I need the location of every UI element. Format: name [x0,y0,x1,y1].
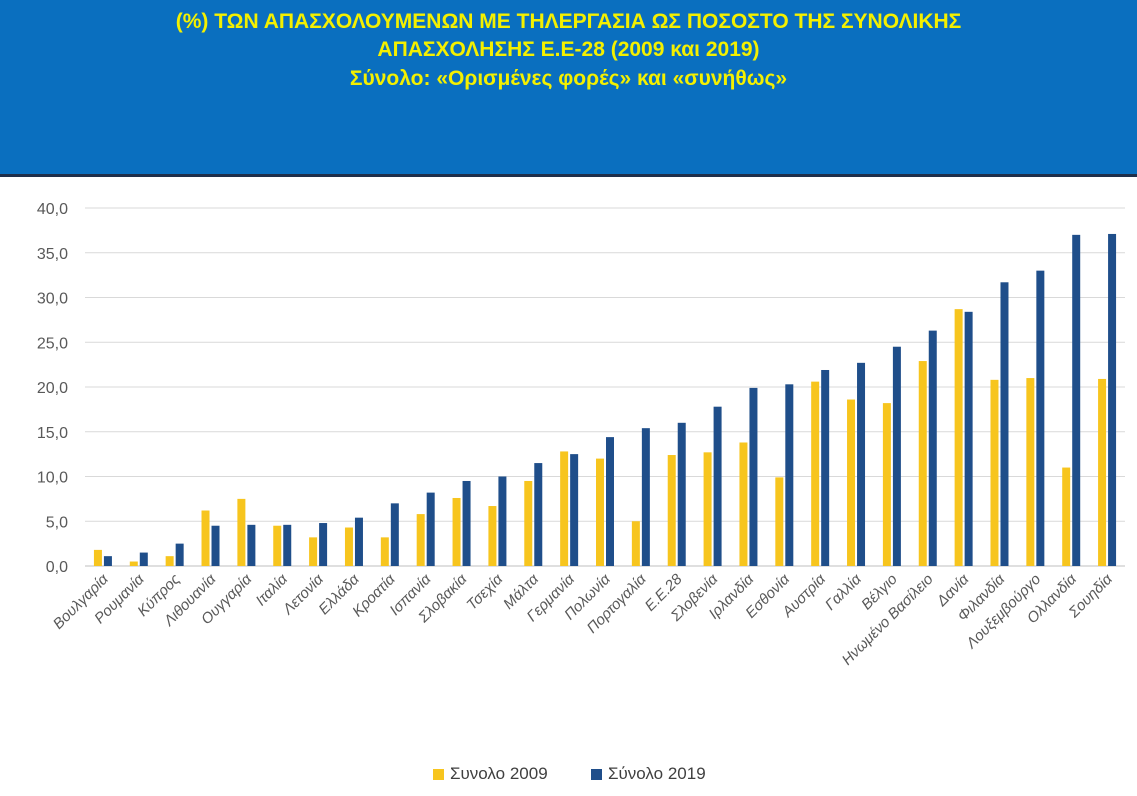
y-tick-label: 15,0 [37,425,68,442]
bar-2019 [964,311,973,566]
bar-2019 [426,492,435,566]
bar-2009 [918,361,927,566]
bar-2019 [1072,234,1081,566]
bar-2019 [857,362,866,566]
bar-2009 [488,506,497,566]
bar-2019 [677,422,686,566]
banner-divider [0,174,1137,177]
y-tick-label: 35,0 [37,246,68,263]
y-tick-label: 25,0 [37,335,68,352]
bar-2019 [390,503,399,566]
bar-2009 [1098,378,1107,566]
chart-title-line-2: ΑΠΑΣΧΟΛΗΣΗΣ Ε.Ε-28 (2009 και 2019) [377,38,760,61]
bar-2009 [739,442,748,566]
bar-2009 [129,561,138,566]
chart-subtitle: Σύνολο: «Ορισμένες φορές» και «συνήθως» [349,67,788,90]
bar-2009 [811,381,820,566]
chart-area: 0,0 5,0 10,0 15,0 20,0 25,0 30,0 35,0 40,0 Βουλγα… [0,180,1137,796]
bar-2019 [211,525,220,566]
bar-2009 [954,309,963,566]
bar-2009 [847,399,856,566]
bar-2019 [283,524,292,566]
bar-2019 [749,387,758,566]
bar-2009 [237,498,246,566]
bar-2019 [1108,233,1117,566]
legend-item-2009: Συνολο 2009 [433,764,548,784]
bar-2009 [703,452,712,566]
bar-2009 [1062,467,1071,566]
bar-2019 [641,428,650,566]
y-tick-label: 20,0 [37,380,68,397]
legend-item-2019: Σύνολο 2019 [591,764,706,784]
y-tick-label: 40,0 [37,201,68,218]
bar-2009 [560,451,569,566]
bar-2009 [667,455,676,566]
bar-2009 [631,521,640,566]
legend-label-2009: Συνολο 2009 [450,764,548,783]
bar-2009 [990,379,999,566]
bar-2009 [452,497,461,566]
bar-2009 [775,477,784,566]
bar-2019 [498,476,507,566]
bar-2019 [462,480,471,566]
bar-2009 [93,549,102,566]
bar-2009 [201,510,210,566]
bar-2019 [713,406,722,566]
bar-2019 [103,556,112,566]
legend-swatch-2009 [433,768,444,780]
bar-2009 [165,556,174,566]
bar-2019 [785,384,794,566]
bar-2019 [354,517,363,566]
bar-2009 [416,514,425,566]
bar-2019 [175,543,184,566]
x-tick-label: Τσεχία [463,570,506,613]
bar-2009 [882,403,891,566]
x-tick-label: Γαλλία [822,570,865,613]
bar-2009 [596,458,604,566]
bar-2019 [570,454,579,566]
bar-2019 [928,330,937,566]
bar-2019 [139,552,148,566]
bar-2009 [380,537,389,566]
bar-2019 [821,369,830,566]
bar-2019 [892,346,901,566]
bar-2009 [309,537,318,566]
bar-2009 [524,480,533,566]
bar-chart: 0,05,010,015,020,025,030,035,040,0Βουλγα… [37,201,1125,669]
title-banner [0,0,1137,174]
y-tick-label: 5,0 [46,514,68,531]
y-tick-label: 30,0 [37,291,68,308]
legend-swatch-2019 [591,768,602,780]
chart-title-line-1: (%) ΤΩΝ ΑΠΑΣΧΟΛΟΥΜΕΝΩΝ ΜΕ ΤΗΛΕΡΓΑΣΙΑ ΩΣ … [175,10,962,33]
bar-2009 [273,525,282,566]
bar-2019 [247,524,256,566]
y-tick-label: 10,0 [37,470,68,487]
y-tick-label: 0,0 [46,559,68,576]
bar-2019 [1000,282,1009,566]
legend-label-2019: Σύνολο 2019 [608,764,706,783]
bar-2009 [344,527,353,566]
bar-2019 [534,463,543,566]
bar-2019 [1036,270,1045,566]
bar-2009 [1026,378,1035,566]
bar-2019 [606,437,614,566]
bar-2019 [319,523,328,566]
